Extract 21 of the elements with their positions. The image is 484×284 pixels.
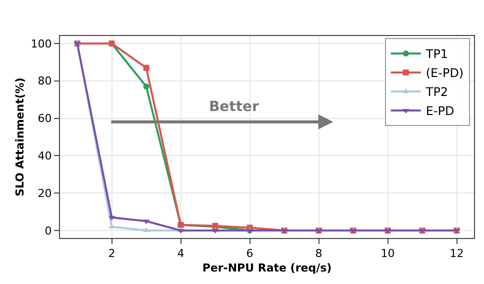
point <box>143 64 150 71</box>
y-tick-label: 60 <box>38 112 52 126</box>
annotation: Better <box>209 99 260 115</box>
y-axis-title: SLO Attainment(%) <box>13 78 26 196</box>
x-tick-label: 12 <box>450 247 464 260</box>
y-tick-label: 20 <box>38 186 52 200</box>
x-tick-label: 4 <box>177 247 184 260</box>
y-tick-label: 40 <box>38 150 52 163</box>
x-tick-label: 6 <box>246 247 254 260</box>
point <box>143 84 150 90</box>
x-axis-title: Per-NPU Rate (req/s) <box>202 261 332 274</box>
x-tick-label: 2 <box>108 247 116 260</box>
legend-label: TP2 <box>424 85 448 100</box>
legend-label: TP1 <box>424 47 448 62</box>
y-tick-label: 80 <box>38 74 52 88</box>
legend-label: (E-PD) <box>426 66 464 80</box>
x-tick-label: 8 <box>315 247 322 260</box>
y-tick-label: 100 <box>30 37 52 50</box>
y-tick-label: 0 <box>44 224 52 238</box>
x-tick-label: 10 <box>380 247 395 260</box>
legend-label: E-PD <box>426 104 454 118</box>
